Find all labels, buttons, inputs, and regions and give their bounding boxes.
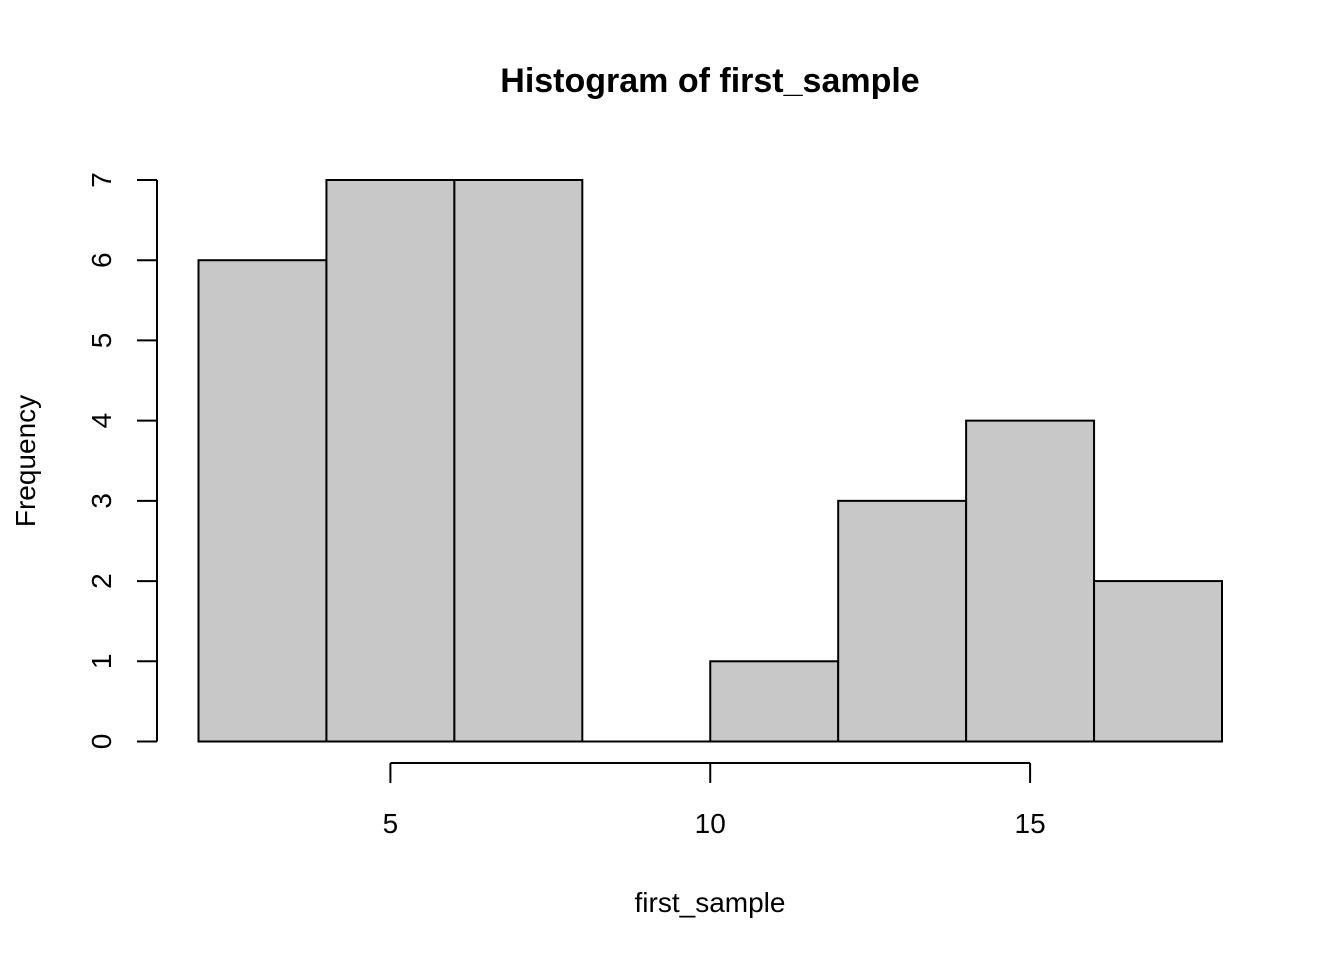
y-tick-label: 2 [86,573,117,589]
chart-title: Histogram of first_sample [500,62,919,100]
y-tick-label: 0 [86,734,117,750]
histogram-bar [453,179,584,743]
histogram-bar [965,419,1096,743]
bars-group [197,179,1223,743]
histogram-bar [197,259,328,743]
x-tick-label: 10 [695,808,726,839]
histogram-bar [1093,580,1223,743]
histogram-bar [837,499,968,743]
y-tick-label: 1 [86,653,117,669]
y-axis: 0 1 2 3 4 5 6 7 [86,172,158,750]
x-tick-label: 5 [383,808,399,839]
histogram-bar [325,179,456,743]
histogram-bar [709,660,840,743]
y-tick-label: 4 [86,413,117,429]
x-tick-label: 15 [1015,808,1046,839]
y-tick-label: 6 [86,252,117,268]
x-axis-label: first_sample [635,887,786,918]
y-tick-label: 5 [86,333,117,349]
y-tick-label: 3 [86,493,117,509]
y-tick-label: 7 [86,172,117,188]
x-axis: 5 10 15 [383,762,1046,839]
y-axis-label: Frequency [10,395,41,527]
